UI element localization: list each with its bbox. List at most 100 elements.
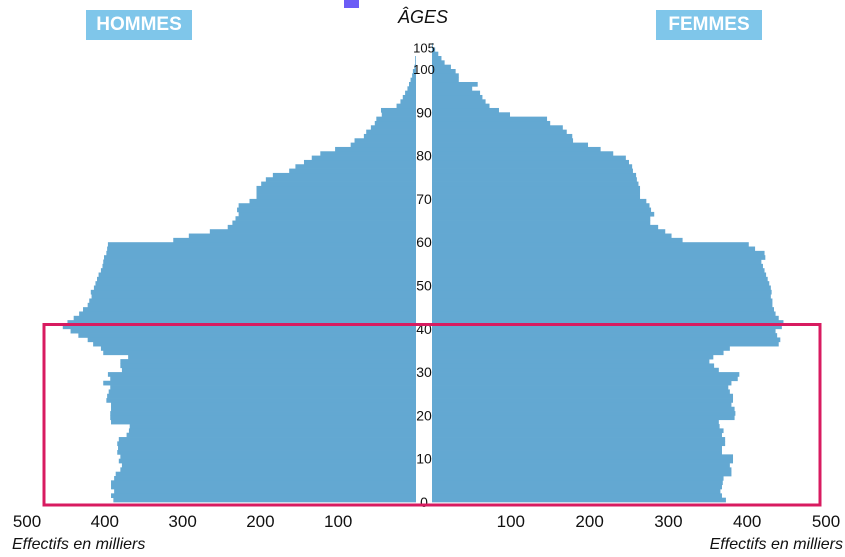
top-edge-marker <box>344 0 359 8</box>
bar-femmes-age-94 <box>432 90 481 96</box>
age-tick-50: 50 <box>416 278 432 294</box>
bar-femmes-age-55 <box>432 259 762 265</box>
bar-hommes-age-78 <box>303 159 416 165</box>
bar-femmes-age-98 <box>432 73 459 79</box>
bar-femmes-age-42 <box>432 315 779 321</box>
bar-hommes-age-69 <box>249 198 416 204</box>
bar-hommes-age-66 <box>238 211 416 217</box>
bar-femmes-age-72 <box>432 185 641 191</box>
bar-femmes-age-46 <box>432 298 773 304</box>
bar-femmes-age-65 <box>432 216 651 221</box>
bar-hommes-age-40 <box>62 324 416 330</box>
bar-hommes-age-79 <box>311 155 416 161</box>
bar-hommes-age-27 <box>103 380 417 386</box>
value-tick-left-500: 500 <box>13 512 41 531</box>
value-tick-left-300: 300 <box>168 512 196 531</box>
bar-hommes-age-12 <box>118 445 416 451</box>
bar-femmes-age-26 <box>432 385 729 390</box>
bar-femmes-age-51 <box>432 276 768 282</box>
x-axis-label-right: Effectifs en milliers <box>709 536 843 553</box>
bar-femmes-age-92 <box>432 99 486 104</box>
bar-femmes-age-66 <box>432 211 655 217</box>
bar-hommes-age-4 <box>111 480 417 486</box>
bar-hommes-age-20 <box>110 411 416 416</box>
bar-hommes-age-47 <box>91 294 416 299</box>
bar-femmes-age-79 <box>432 155 626 161</box>
bar-femmes-age-0 <box>432 497 726 503</box>
bar-hommes-age-6 <box>115 471 416 477</box>
bar-hommes-age-57 <box>106 250 417 256</box>
bar-hommes-age-33 <box>128 354 416 360</box>
value-tick-right-500: 500 <box>812 512 840 531</box>
bar-hommes-age-75 <box>272 172 416 178</box>
bar-hommes-age-29 <box>107 372 416 377</box>
bar-hommes-age-59 <box>107 242 416 247</box>
bar-femmes-age-35 <box>432 346 730 351</box>
bar-hommes-age-44 <box>83 307 417 312</box>
bar-femmes-age-85 <box>432 129 567 135</box>
value-tick-left-400: 400 <box>91 512 119 531</box>
bar-femmes-age-97 <box>432 77 459 83</box>
bar-hommes-age-64 <box>232 220 416 226</box>
bar-femmes-age-53 <box>432 268 765 273</box>
bar-hommes-age-72 <box>256 185 416 191</box>
bar-femmes-age-36 <box>432 341 779 347</box>
value-tick-right-200: 200 <box>575 512 603 531</box>
bar-femmes-age-68 <box>432 203 650 208</box>
bar-hommes-age-100 <box>414 64 416 70</box>
bar-femmes-age-96 <box>432 81 478 87</box>
bar-hommes-age-19 <box>110 415 416 421</box>
bar-hommes-age-43 <box>79 311 416 317</box>
bar-hommes-age-70 <box>256 194 416 200</box>
bar-hommes-age-23 <box>106 398 417 403</box>
bar-hommes-age-41 <box>67 320 417 325</box>
bar-hommes-age-24 <box>107 393 416 399</box>
bar-femmes-age-17 <box>432 424 720 429</box>
bar-hommes-age-88 <box>376 116 416 122</box>
bar-hommes-age-21 <box>111 406 417 412</box>
bar-femmes-age-25 <box>432 389 730 395</box>
age-tick-105: 105 <box>413 40 435 55</box>
bar-hommes-age-49 <box>93 285 416 291</box>
bar-femmes-age-63 <box>432 224 659 230</box>
bar-femmes-age-90 <box>432 107 499 113</box>
bar-hommes-age-65 <box>235 216 416 221</box>
bar-femmes-age-23 <box>432 398 734 403</box>
bar-femmes-age-74 <box>432 177 637 182</box>
bar-femmes-age-3 <box>432 484 722 490</box>
bar-femmes-age-33 <box>432 354 714 360</box>
bar-hommes-age-101 <box>415 60 416 66</box>
bar-femmes-age-14 <box>432 437 726 442</box>
bar-femmes-age-27 <box>432 380 732 386</box>
bar-hommes-age-16 <box>128 428 417 434</box>
bar-femmes-age-34 <box>432 350 724 356</box>
bar-femmes-age-54 <box>432 263 763 269</box>
ages-axis-title: ÂGES <box>397 7 449 27</box>
bar-hommes-age-31 <box>120 363 417 369</box>
bar-femmes-age-57 <box>432 250 765 256</box>
bar-hommes-age-15 <box>126 432 416 438</box>
bar-hommes-age-61 <box>188 233 416 239</box>
bar-femmes-age-24 <box>432 393 734 399</box>
bar-femmes-age-8 <box>432 463 730 468</box>
bar-femmes-age-13 <box>432 441 726 447</box>
bar-femmes-age-28 <box>432 376 738 382</box>
bar-femmes-age-1 <box>432 493 722 499</box>
bar-hommes-age-68 <box>238 203 416 208</box>
bar-femmes-age-49 <box>432 285 771 291</box>
bar-femmes-age-20 <box>432 411 736 416</box>
bar-hommes-age-95 <box>407 86 416 91</box>
bar-femmes-age-11 <box>432 450 722 455</box>
bar-femmes-age-89 <box>432 112 511 117</box>
bar-hommes-age-14 <box>118 437 417 442</box>
bar-hommes-age-3 <box>111 484 417 490</box>
bar-hommes-age-89 <box>381 112 416 117</box>
hommes-label: HOMMES <box>86 10 192 40</box>
bar-femmes-age-100 <box>432 64 451 70</box>
bar-hommes-age-60 <box>173 237 416 243</box>
bar-femmes-age-48 <box>432 289 772 295</box>
bar-femmes-age-22 <box>432 402 732 408</box>
bar-hommes-age-73 <box>261 181 416 187</box>
bar-hommes-age-2 <box>114 489 416 494</box>
